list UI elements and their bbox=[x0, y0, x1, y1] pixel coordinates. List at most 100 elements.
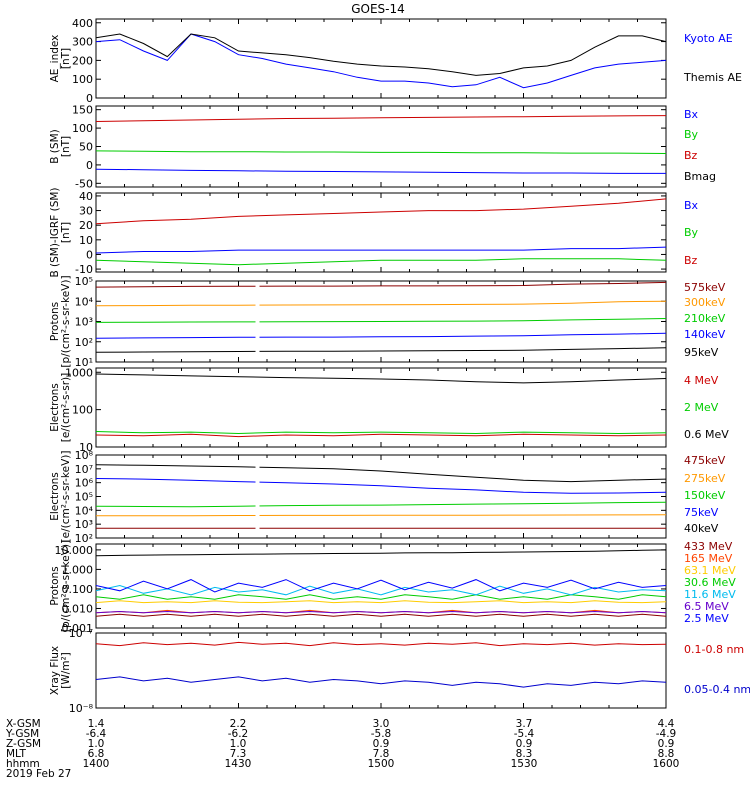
footer-value-hhmm: 1500 bbox=[368, 758, 395, 770]
legend-label: By bbox=[684, 128, 699, 141]
legend-label: 300keV bbox=[684, 296, 726, 309]
series-line-unlabeled bbox=[95, 549, 667, 557]
footer-value-mlt: 7.8 bbox=[373, 748, 390, 760]
y-tick-label: 10³ bbox=[75, 518, 93, 531]
legend-label: 6.5 MeV bbox=[684, 600, 729, 613]
y-tick-label: 10 bbox=[79, 234, 93, 247]
legend-label: 210keV bbox=[684, 312, 726, 325]
y-axis-label: Electrons bbox=[49, 383, 61, 432]
series-line-75kev bbox=[95, 478, 667, 494]
y-tick-label: 300 bbox=[72, 36, 93, 49]
series-line-0.1-0.8-nm bbox=[95, 641, 667, 647]
series-line-11.6-mev bbox=[95, 584, 667, 596]
footer-value-x: 1.4 bbox=[88, 718, 105, 730]
series-line-2-mev bbox=[95, 431, 667, 435]
y-tick-label: 200 bbox=[72, 54, 93, 67]
y-axis-label: [p/(cm²-s-sr-keV)] bbox=[60, 275, 72, 367]
series-line-140kev bbox=[95, 332, 667, 339]
y-tick-label: 10² bbox=[75, 532, 93, 545]
y-tick-label: 10⁸ bbox=[75, 449, 94, 462]
legend-label: 275keV bbox=[684, 472, 726, 485]
legend-label: By bbox=[684, 226, 699, 239]
legend-label: 2.5 MeV bbox=[684, 612, 729, 625]
series-line-40kev bbox=[95, 464, 667, 483]
legend-label: Themis AE bbox=[683, 71, 742, 84]
footer-row-label: Z-GSM bbox=[6, 738, 41, 750]
y-axis-label: Electrons bbox=[49, 472, 61, 521]
y-tick-label: 10³ bbox=[75, 316, 93, 329]
footer-value-y: -5.8 bbox=[371, 728, 392, 740]
y-tick-label: 10⁵ bbox=[75, 275, 93, 288]
footer-row-label: X-GSM bbox=[6, 718, 41, 730]
y-tick-label: 10⁶ bbox=[75, 477, 94, 490]
y-tick-label: 10 bbox=[79, 441, 93, 454]
legend-label: 63.1 MeV bbox=[684, 564, 736, 577]
series-line-themis-ae bbox=[95, 33, 667, 76]
footer-value-y: -6.2 bbox=[228, 728, 249, 740]
series-line-2.5-mev bbox=[95, 579, 667, 593]
y-tick-label: 10⁻⁸ bbox=[69, 702, 94, 715]
footer-value-hhmm: 1530 bbox=[511, 758, 538, 770]
legend-label: 95keV bbox=[684, 346, 719, 359]
footer-value-x: 2.2 bbox=[230, 718, 247, 730]
y-tick-label: 10.000 bbox=[55, 544, 94, 557]
y-tick-label: 10⁴ bbox=[75, 504, 94, 517]
series-line-63.1-mev bbox=[95, 600, 667, 604]
footer-value-mlt: 7.3 bbox=[230, 748, 247, 760]
y-tick-label: 10⁻⁷ bbox=[69, 627, 93, 640]
footer-value-y: -6.4 bbox=[86, 728, 107, 740]
footer-value-hhmm: 1430 bbox=[225, 758, 252, 770]
footer-value-x: 3.7 bbox=[516, 718, 533, 730]
footer-value-y: -5.4 bbox=[514, 728, 535, 740]
legend-label: Kyoto AE bbox=[684, 32, 733, 45]
series-line-bz bbox=[95, 115, 667, 122]
footer-value-x: 4.4 bbox=[658, 718, 675, 730]
footer-value-z: 0.9 bbox=[373, 738, 390, 750]
y-tick-label: 1.000 bbox=[62, 563, 94, 576]
series-line-95kev bbox=[95, 347, 667, 353]
legend-label: 433 MeV bbox=[684, 540, 733, 553]
series-line-by bbox=[95, 150, 667, 154]
series-line-575kev bbox=[95, 281, 667, 288]
y-tick-label: 50 bbox=[79, 141, 93, 154]
y-tick-label: 1000 bbox=[65, 366, 93, 379]
footer-row-label: Y-GSM bbox=[5, 728, 39, 740]
footer-value-z: 1.0 bbox=[88, 738, 105, 750]
series-line-by bbox=[95, 258, 667, 266]
legend-label: 11.6 MeV bbox=[684, 588, 736, 601]
legend-label: Bz bbox=[684, 149, 698, 162]
panel-7: 0.001 0.010 0.100 1.000 10.000 Protons [p/(cm²… bbox=[49, 540, 736, 635]
y-tick-label: 0 bbox=[86, 92, 93, 105]
y-tick-label: 10⁴ bbox=[75, 295, 94, 308]
series-line-300kev bbox=[95, 300, 667, 307]
legend-label: 75keV bbox=[684, 506, 719, 519]
series-line-4-mev bbox=[95, 433, 667, 438]
y-axis-label: Protons bbox=[49, 566, 61, 605]
panel-1: 0 100 200 300 400 AE_index [nT] Kyoto AE Themis … bbox=[49, 17, 742, 105]
legend-label: 150keV bbox=[684, 489, 726, 502]
series-line-275kev bbox=[96, 514, 667, 517]
legend-label: 140keV bbox=[684, 328, 726, 341]
y-tick-label: 10⁷ bbox=[75, 463, 93, 476]
footer-value-x: 3.0 bbox=[373, 718, 390, 730]
y-tick-label: 0.100 bbox=[62, 583, 94, 596]
legend-label: 0.1-0.8 nm bbox=[684, 643, 744, 656]
y-axis-label: B (SM) bbox=[49, 129, 61, 163]
footer-value-z: 0.9 bbox=[658, 738, 675, 750]
footer-row-label: hhmm bbox=[6, 758, 40, 770]
series-line-6.5-mev bbox=[95, 610, 667, 614]
legend-label: Bmag bbox=[684, 170, 716, 183]
legend-label: 4 MeV bbox=[684, 374, 719, 387]
y-tick-label: 100 bbox=[72, 404, 93, 417]
y-tick-label: 30 bbox=[79, 205, 93, 218]
data-gap bbox=[255, 282, 260, 361]
y-axis-label: [nT] bbox=[60, 48, 72, 69]
footer-value-y: -4.9 bbox=[656, 728, 677, 740]
footer-value-mlt: 8.8 bbox=[658, 748, 675, 760]
y-tick-label: 0.001 bbox=[62, 622, 94, 635]
legend-label: 30.6 MeV bbox=[684, 576, 736, 589]
y-axis-label: [W/m²] bbox=[60, 652, 72, 689]
